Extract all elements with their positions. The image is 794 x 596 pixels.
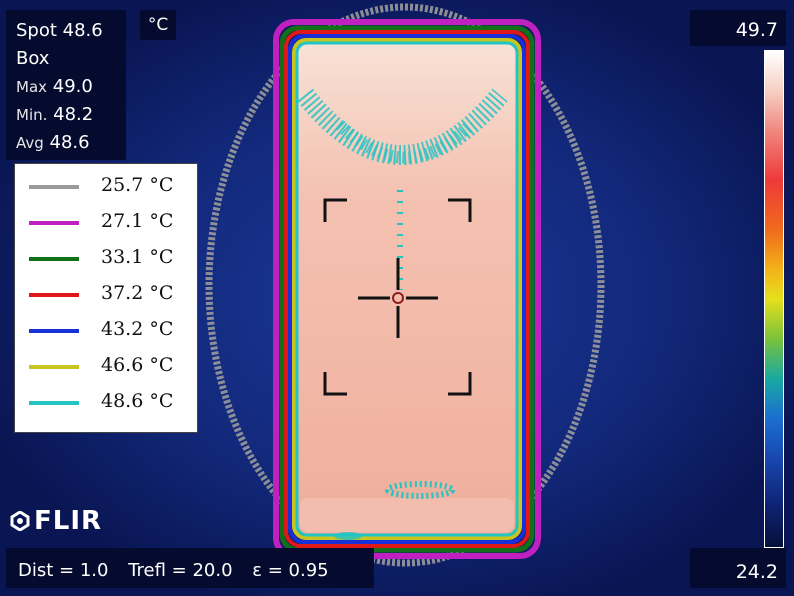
legend-item: 33.1 °C [15,240,197,276]
hotspot-top [297,88,508,165]
isotherm-37.2 [284,30,530,548]
isotherm-legend: 25.7 °C 27.1 °C 33.1 °C 37.2 °C 43.2 °C … [14,163,198,433]
measurement-readout: Spot 48.6 Box Max 49.0 Min. 48.2 Avg 48.… [6,10,126,160]
isotherm-27.1 [273,19,541,559]
emissivity-parameter: ε = 0.95 [252,560,329,581]
flir-logo: FLIR [10,506,102,536]
legend-item: 46.6 °C [15,348,197,384]
spot-readout: Spot 48.6 [16,20,103,41]
legend-label: 37.2 °C [101,282,174,304]
isotherm-43.2 [288,34,526,544]
max-label: Max [16,78,48,96]
unit-indicator: °C [140,10,176,40]
max-readout: Max 49.0 [16,76,93,97]
isotherm-25.7 [205,3,605,567]
reflected-temp-parameter: Trefl = 20.0 [128,560,233,581]
spot-crosshair [358,258,438,338]
min-label: Min. [16,106,48,124]
flir-logo-icon [10,511,30,531]
parameters-bar: Dist = 1.0 Trefl = 20.0 ε = 0.95 [6,548,374,588]
device-bottom [300,498,514,532]
legend-label: 33.1 °C [101,246,174,268]
color-scale-bar [764,50,784,548]
hotspot-top-inner [335,120,475,164]
legend-swatch [29,221,79,225]
legend-swatch [29,293,79,297]
legend-item: 43.2 °C [15,312,197,348]
scale-min: 24.2 [690,548,786,588]
scale-max: 49.7 [690,10,786,46]
legend-swatch [29,365,79,369]
device-body [295,41,519,537]
legend-label: 43.2 °C [101,318,174,340]
isotherm-33.1 [279,25,535,553]
max-value: 49.0 [52,76,93,97]
legend-label: 27.1 °C [101,210,174,232]
legend-swatch [29,329,79,333]
min-readout: Min. 48.2 [16,104,93,125]
legend-swatch [29,257,79,261]
isotherm-46.6 [292,38,522,540]
legend-label: 25.7 °C [101,174,174,196]
min-value: 48.2 [53,104,94,125]
distance-parameter: Dist = 1.0 [18,560,109,581]
legend-swatch [29,185,79,189]
box-label: Box [16,48,50,69]
legend-item: 48.6 °C [15,384,197,420]
avg-readout: Avg 48.6 [16,132,90,153]
hotspot-bottom-left [334,532,362,540]
avg-label: Avg [16,134,44,152]
legend-label: 48.6 °C [101,390,174,412]
flir-logo-text: FLIR [34,506,103,536]
measurement-box [323,198,472,396]
legend-label: 46.6 °C [101,354,174,376]
legend-item: 25.7 °C [15,168,197,204]
legend-item: 27.1 °C [15,204,197,240]
legend-item: 37.2 °C [15,276,197,312]
legend-swatch [29,401,79,405]
spot-label: Spot [16,20,57,41]
spot-value: 48.6 [62,20,103,41]
avg-value: 48.6 [49,132,90,153]
scale-max-value: 49.7 [735,19,778,41]
scale-min-value: 24.2 [735,561,778,583]
hotspot-bottom [385,481,455,499]
